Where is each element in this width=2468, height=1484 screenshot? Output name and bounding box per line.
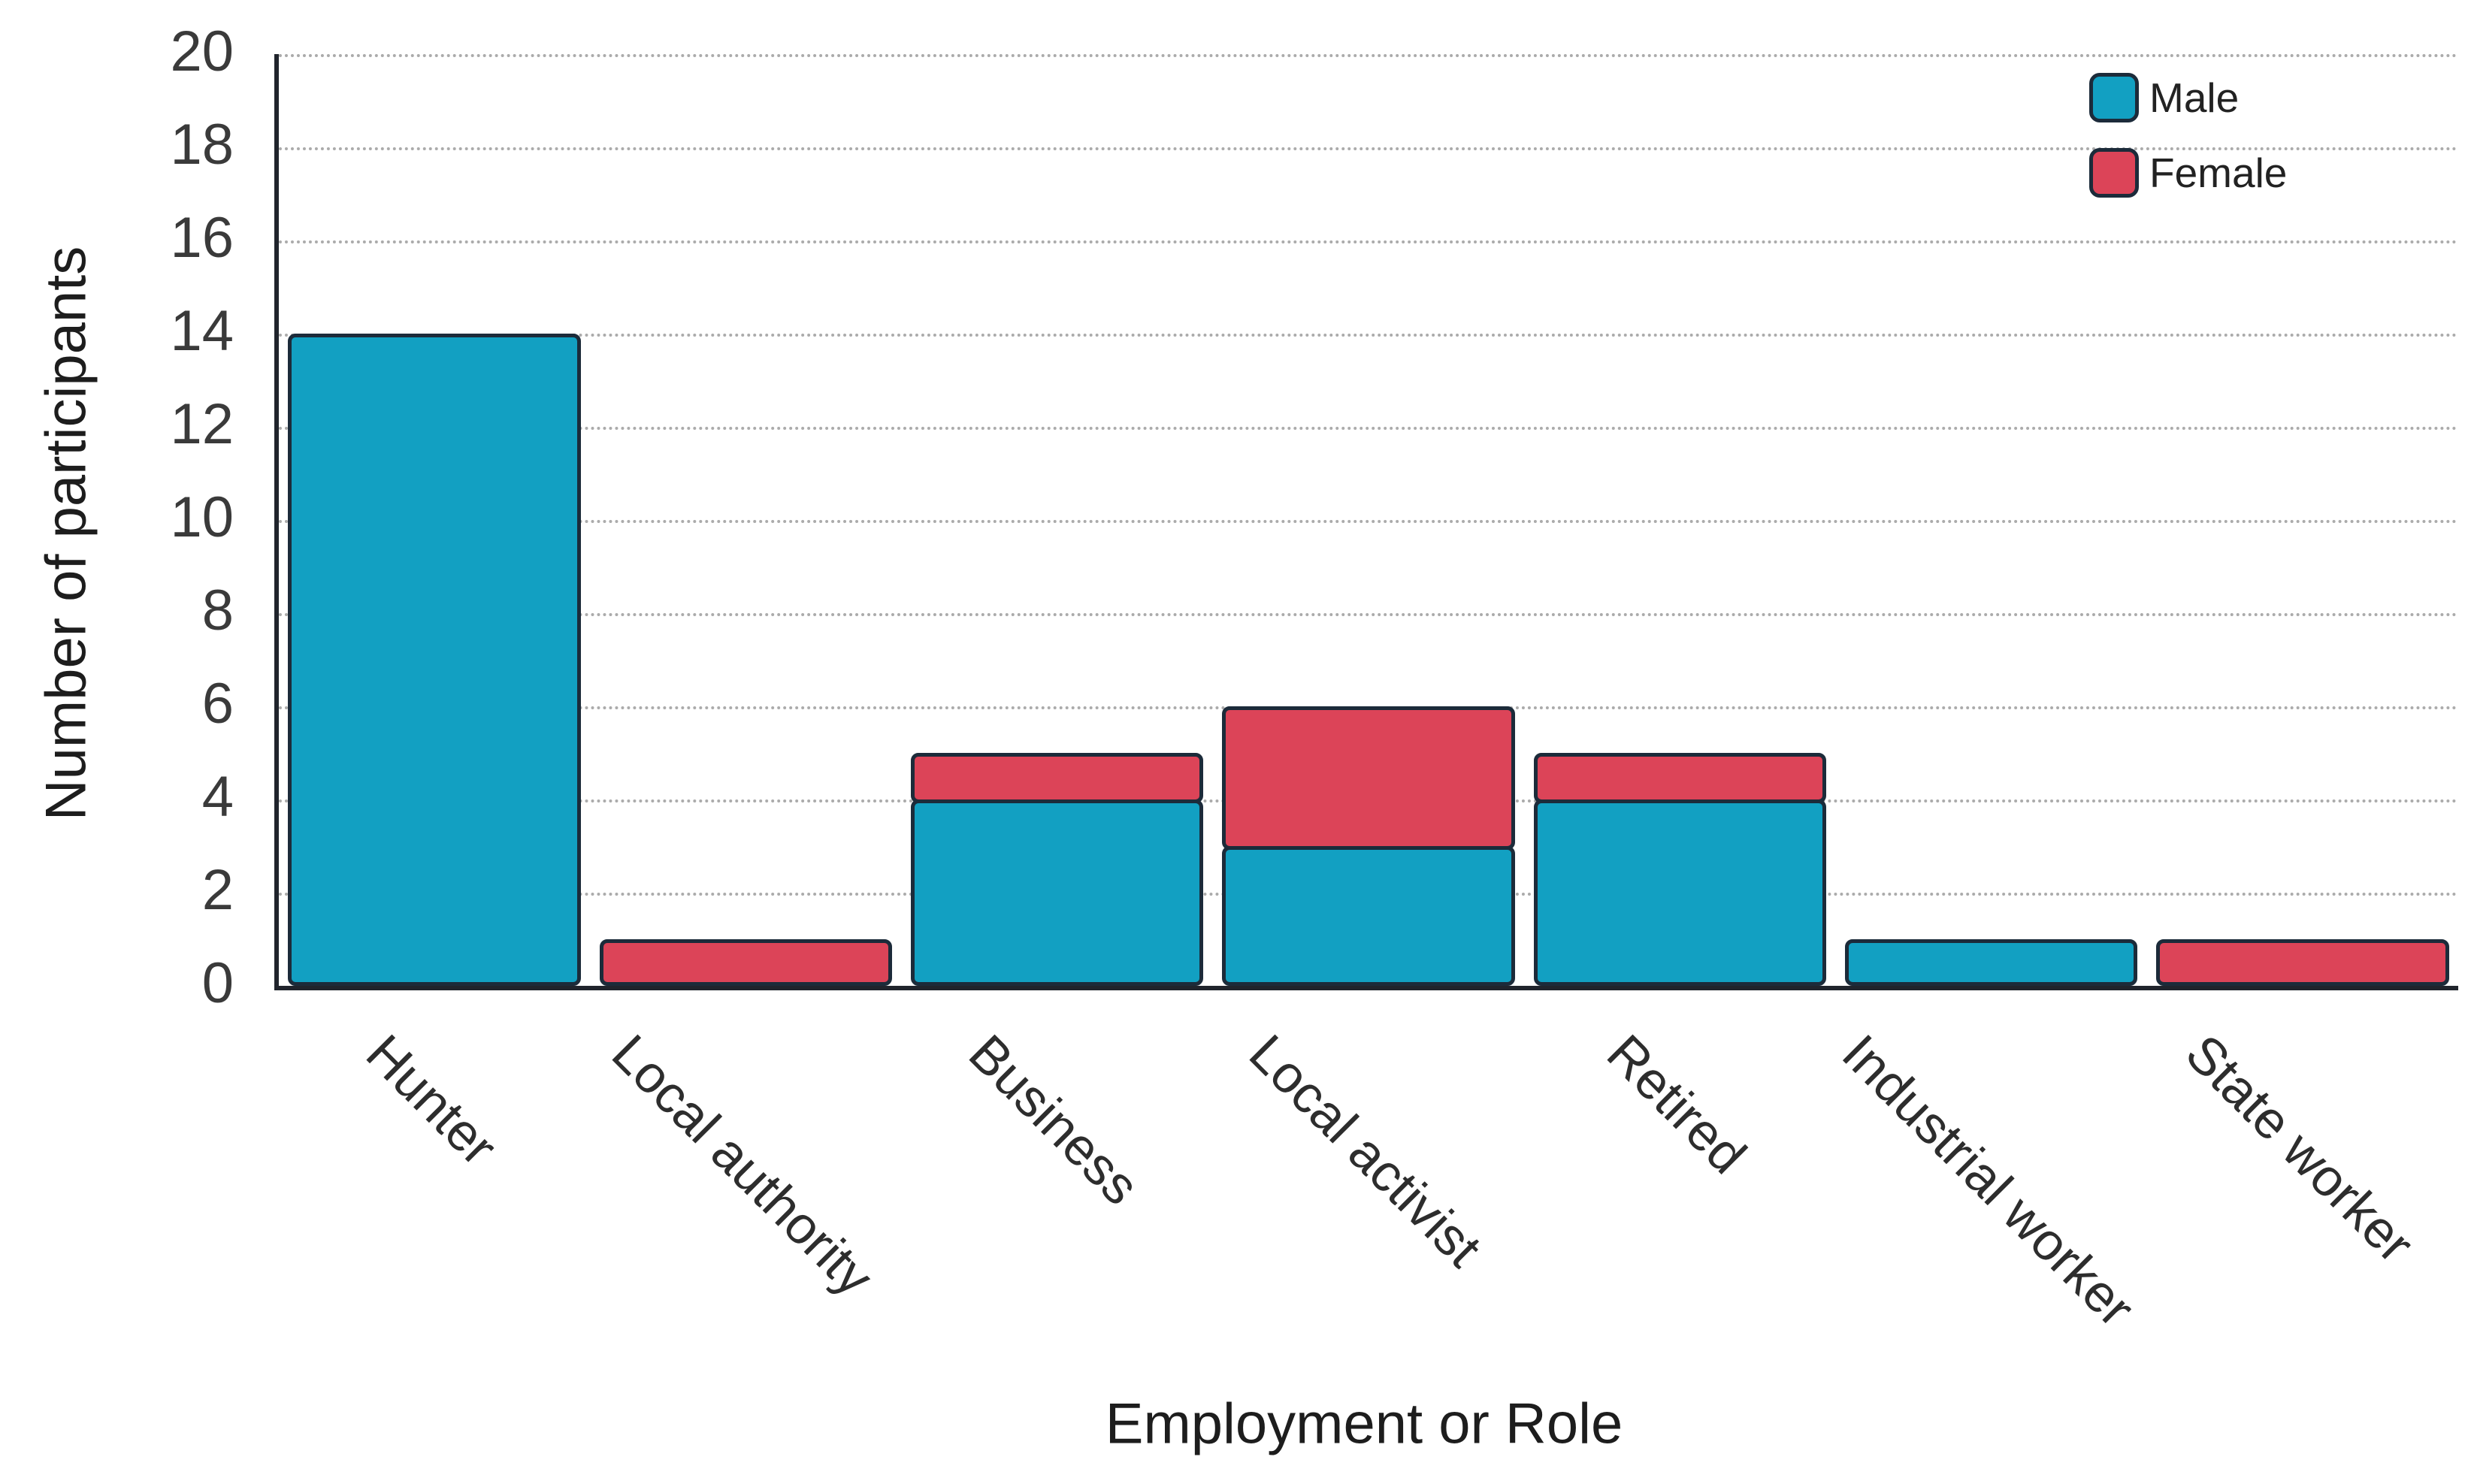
y-tick-label-18: 18 (170, 112, 234, 177)
gridline-12 (279, 427, 2458, 430)
x-tick-label-local-authority: Local authority (601, 1023, 885, 1307)
bar-business-female (911, 753, 1204, 803)
x-tick-label-business: Business (957, 1023, 1151, 1217)
y-tick-label-2: 2 (201, 857, 234, 922)
y-axis-tick-labels: 0 2 4 6 8 10 12 14 16 18 20 (0, 23, 252, 1011)
x-tick-label-state-worker: State worker (2174, 1023, 2425, 1274)
bar-local-activist-male (1222, 846, 1515, 986)
x-tick-label-retired: Retired (1595, 1023, 1758, 1185)
gridline-18 (279, 147, 2458, 150)
bar-industrial-worker-male (1844, 939, 2138, 986)
y-tick-label-0: 0 (201, 951, 234, 1015)
bar-hunter-male (288, 334, 581, 986)
y-tick-label-10: 10 (170, 485, 234, 549)
x-axis-tick-labels: Hunter Local authority Business Local activ… (274, 1007, 2454, 1458)
x-tick-label-local-activist: Local activist (1238, 1023, 1493, 1278)
y-tick-label-8: 8 (201, 578, 234, 642)
bar-state-worker-female (2156, 939, 2449, 986)
legend-label-female: Female (2149, 150, 2288, 196)
bar-business-male (911, 799, 1204, 986)
gridline-14 (279, 334, 2458, 337)
bar-retired-male (1533, 799, 1826, 986)
y-tick-label-16: 16 (170, 205, 234, 270)
legend-swatch-female (2089, 148, 2139, 198)
bar-local-authority-female (599, 939, 893, 986)
gridline-16 (279, 240, 2458, 243)
gridline-20 (279, 54, 2458, 57)
bar-retired-female (1533, 753, 1826, 803)
gridline-10 (279, 520, 2458, 523)
gridline-8 (279, 613, 2458, 616)
x-tick-label-hunter: Hunter (355, 1023, 509, 1177)
x-axis-title: Employment or Role (1105, 1392, 1623, 1456)
y-tick-label-14: 14 (170, 298, 234, 363)
x-tick-label-industrial-worker: Industrial worker (1831, 1023, 2146, 1338)
y-tick-label-4: 4 (201, 764, 234, 829)
plot-area (274, 54, 2458, 990)
legend-item-female: Female (2089, 147, 2287, 198)
legend-swatch-male (2089, 73, 2139, 122)
y-tick-label-6: 6 (201, 671, 234, 736)
bar-local-activist-female (1222, 706, 1515, 850)
legend-label-male: Male (2149, 74, 2240, 121)
legend: Male Female (2089, 72, 2287, 222)
legend-item-male: Male (2089, 72, 2287, 123)
y-tick-label-12: 12 (170, 391, 234, 456)
y-tick-label-20: 20 (170, 19, 234, 83)
